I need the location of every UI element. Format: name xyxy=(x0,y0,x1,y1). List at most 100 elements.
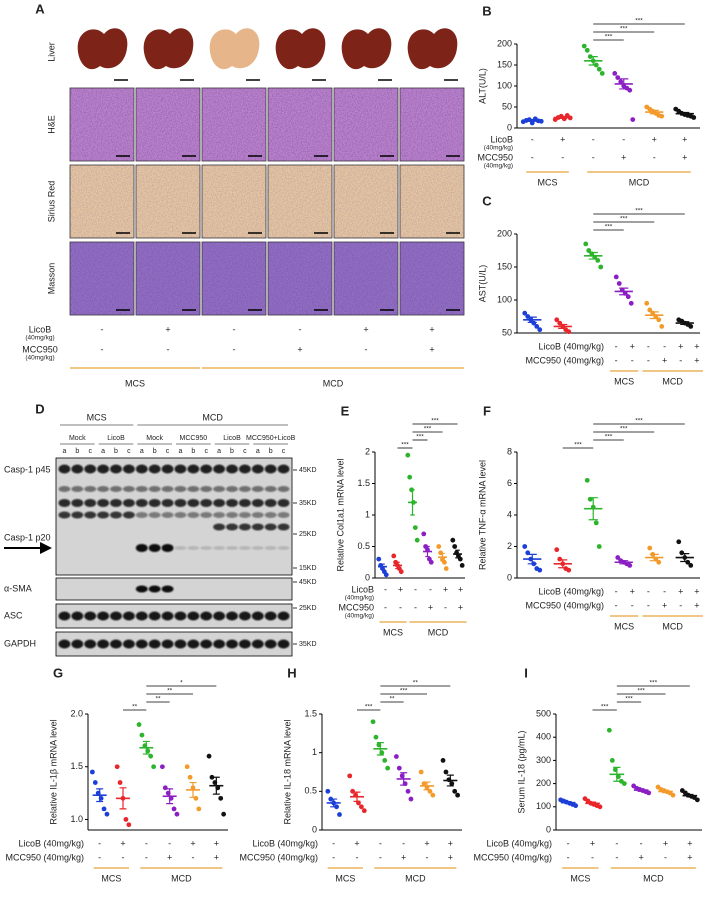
data-point xyxy=(586,248,592,253)
lane-label: c xyxy=(88,448,92,455)
y-tick-label: 100 xyxy=(497,294,512,304)
y-tick-label: 400 xyxy=(536,732,551,742)
y-tick-label: 300 xyxy=(536,755,551,765)
blot-band xyxy=(238,639,251,649)
error-bar xyxy=(588,251,598,260)
error-bar xyxy=(680,552,690,563)
size-marker: 35KD xyxy=(299,500,317,507)
error-bar xyxy=(353,791,361,802)
blot-band xyxy=(226,464,238,474)
blot-band xyxy=(251,611,264,621)
data-point xyxy=(196,806,202,812)
lane-label: a xyxy=(217,448,221,455)
data-point xyxy=(459,563,465,568)
data-point xyxy=(581,43,587,49)
data-point xyxy=(452,544,458,549)
significance-label: *** xyxy=(620,426,628,433)
condition-sublabel: (40mg/kg) xyxy=(25,355,54,362)
data-point xyxy=(583,241,589,247)
blot-band xyxy=(277,639,290,649)
size-marker: 45KD xyxy=(299,579,317,586)
y-tick-label: 150 xyxy=(497,261,512,271)
histology-texture xyxy=(70,88,134,161)
error-bar xyxy=(455,549,460,559)
blot-band xyxy=(226,546,238,550)
blot-band xyxy=(110,611,122,621)
condition-sign: + xyxy=(167,852,172,862)
histology-texture xyxy=(334,88,398,161)
condition-label: MCC950 xyxy=(477,152,513,162)
group-label: MCS xyxy=(614,376,634,386)
error-bar xyxy=(613,766,621,782)
group-label: MCS xyxy=(335,873,355,883)
y-axis-title: Relative Col1a1 mRNA level xyxy=(335,458,345,571)
blot-band xyxy=(264,611,277,621)
group-label: MCD xyxy=(202,412,223,422)
row-label: Sirius Red xyxy=(46,181,56,223)
y-tick-label: 2 xyxy=(365,446,370,456)
data-point xyxy=(418,769,424,775)
y-axis-title: Relative TNF-α mRNA level xyxy=(477,460,487,570)
significance-label: *** xyxy=(620,26,628,33)
data-point xyxy=(412,525,418,530)
significance-label: *** xyxy=(635,208,643,215)
blot-band xyxy=(238,486,251,492)
y-tick-label: 2 xyxy=(507,541,512,551)
condition-label: LicoB xyxy=(29,324,52,334)
lane-label: b xyxy=(114,448,118,455)
blot-band xyxy=(110,511,122,519)
group-label: MCD xyxy=(171,873,192,883)
lane-label: a xyxy=(256,448,260,455)
data-point xyxy=(534,324,540,329)
y-axis-title: Serum IL-18 (pg/mL) xyxy=(516,730,526,813)
data-point xyxy=(597,804,603,810)
blot-band xyxy=(161,639,174,649)
blot-band xyxy=(213,486,226,492)
condition-label: MCC950 xyxy=(338,602,374,612)
significance-label: ** xyxy=(413,680,419,687)
panel-letter: F xyxy=(483,403,491,418)
lane-label: b xyxy=(191,448,195,455)
condition-label: LicoB (40mg/kg) xyxy=(538,341,604,351)
condition-sign: + xyxy=(458,584,463,594)
y-tick-label: 0 xyxy=(546,824,551,834)
group-label: MCS xyxy=(614,621,634,631)
blot-band xyxy=(187,639,200,649)
y-tick-label: 0.5 xyxy=(357,541,370,551)
blot-band xyxy=(277,512,290,518)
condition-sign: - xyxy=(679,355,682,365)
blot-band xyxy=(187,464,200,474)
condition-sign: - xyxy=(426,852,429,862)
condition-sign: - xyxy=(591,852,594,862)
condition-label: MCC950 (40mg/kg) xyxy=(525,355,604,365)
data-point xyxy=(646,790,652,796)
data-point xyxy=(184,764,190,770)
error-bar xyxy=(96,788,104,803)
condition-label: LicoB (40mg/kg) xyxy=(538,586,604,596)
condition-sign: - xyxy=(167,344,170,354)
blot-band xyxy=(251,523,264,531)
data-point xyxy=(347,773,353,779)
lane-label: a xyxy=(178,448,182,455)
liver-image xyxy=(77,28,128,70)
blot-band xyxy=(238,464,251,474)
data-point xyxy=(554,317,560,323)
group-label: MCD xyxy=(629,177,650,187)
condition-sign: + xyxy=(214,852,219,862)
condition-sign: + xyxy=(448,838,453,848)
condition-sign: - xyxy=(192,852,195,862)
condition-sign: + xyxy=(682,152,687,162)
panel-letter: I xyxy=(524,665,528,680)
condition-sign: - xyxy=(101,344,104,354)
blot-band xyxy=(200,464,213,474)
significance-label: *** xyxy=(637,688,645,695)
condition-sign: + xyxy=(448,852,453,862)
condition-label: MCC950 (40mg/kg) xyxy=(5,852,84,862)
histology-texture xyxy=(202,242,266,315)
histology-texture xyxy=(400,165,464,238)
blot-band xyxy=(264,639,277,649)
condition-sign: - xyxy=(567,838,570,848)
blot-band xyxy=(213,464,226,474)
condition-sign: + xyxy=(458,602,463,612)
